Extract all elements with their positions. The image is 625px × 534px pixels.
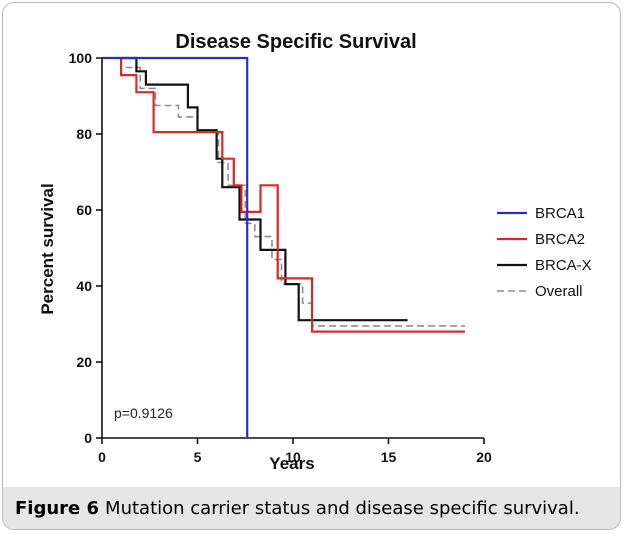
legend-label: BRCA-X: [535, 257, 592, 274]
legend-label: BRCA1: [535, 205, 585, 222]
x-tick-label: 10: [285, 449, 301, 465]
series-layer: [102, 56, 465, 438]
legend-label: Overall: [535, 283, 583, 300]
survival-chart: Disease Specific Survival 0 20 40 60 80 100 0 5…: [38, 31, 592, 473]
legend-label: BRCA2: [535, 231, 585, 248]
x-tick-label: 5: [194, 449, 202, 465]
y-tick-label: 0: [84, 430, 92, 446]
figure-frame: Disease Specific Survival 0 20 40 60 80 100 0 5…: [2, 2, 621, 530]
x-axis-label: Years: [269, 454, 314, 473]
axes: 0 20 40 60 80 100 0 5 10 15 20: [69, 50, 492, 465]
caption-text: Mutation carrier status and disease spec…: [105, 497, 580, 519]
caption-figure-number: Figure 6: [15, 497, 100, 519]
x-tick-label: 15: [381, 449, 397, 465]
series-line-brca2: [119, 58, 465, 333]
y-tick-label: 80: [76, 126, 92, 142]
x-tick-label: 0: [98, 449, 106, 465]
series-line-brca1: [102, 56, 249, 438]
series-line-overall: [102, 57, 465, 327]
series-line-brca-x: [121, 56, 408, 322]
p-value-annotation: p=0.9126: [114, 405, 173, 421]
y-tick-label: 40: [76, 278, 92, 294]
y-axis-label: Percent survival: [38, 183, 57, 314]
legend: BRCA1 BRCA2 BRCA-X Overall: [497, 205, 592, 300]
y-tick-label: 100: [69, 50, 93, 66]
x-tick-label: 20: [476, 449, 492, 465]
figure-caption: Figure 6 Mutation carrier status and dis…: [3, 487, 620, 529]
y-tick-label: 20: [76, 354, 92, 370]
chart-title: Disease Specific Survival: [175, 31, 416, 53]
y-tick-label: 60: [76, 202, 92, 218]
